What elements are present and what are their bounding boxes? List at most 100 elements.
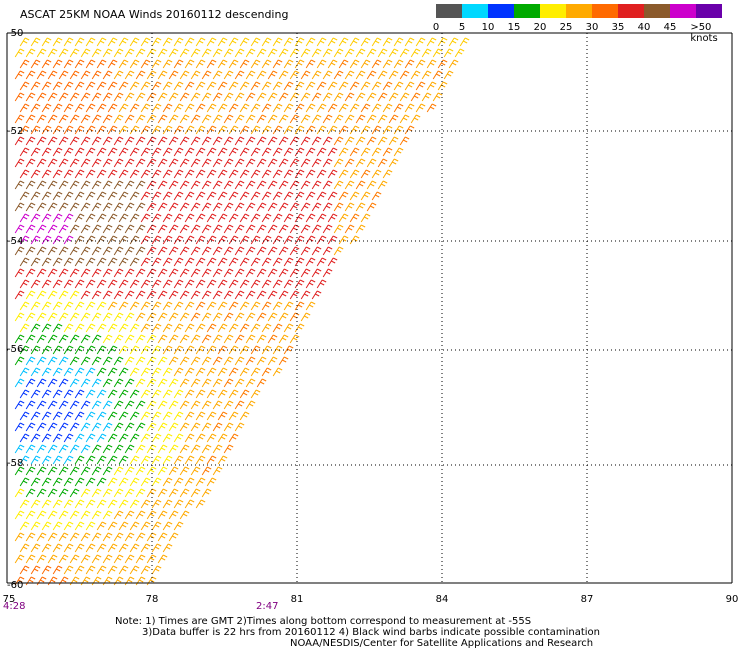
wind-barb xyxy=(52,521,63,531)
wind-barb xyxy=(30,433,41,443)
wind-barb xyxy=(184,81,195,91)
wind-barb xyxy=(278,180,289,190)
wind-barb xyxy=(250,367,261,377)
wind-barb xyxy=(179,466,190,476)
wind-barb xyxy=(443,70,454,80)
wind-barb xyxy=(102,356,113,366)
wind-barb xyxy=(289,158,300,168)
wind-barb xyxy=(25,378,36,388)
wind-barb xyxy=(162,169,173,179)
wind-barb xyxy=(91,554,102,564)
wind-barb xyxy=(140,565,151,575)
wind-barb xyxy=(223,224,234,234)
wind-barb xyxy=(135,444,146,454)
wind-barb xyxy=(25,180,36,190)
wind-barb xyxy=(47,70,58,80)
wind-barb xyxy=(36,48,47,58)
wind-barb xyxy=(30,543,41,553)
wind-barb xyxy=(256,334,267,344)
wind-barb xyxy=(245,48,256,58)
wind-barb xyxy=(30,125,41,135)
wind-barb xyxy=(80,356,91,366)
wind-barb xyxy=(206,235,217,245)
wind-barb xyxy=(129,235,140,245)
wind-barb xyxy=(404,103,415,113)
wind-barb xyxy=(14,576,25,586)
wind-barb xyxy=(228,389,239,399)
wind-barb xyxy=(305,169,316,179)
wind-barb xyxy=(96,279,107,289)
wind-barb xyxy=(146,246,157,256)
wind-barb xyxy=(129,257,140,267)
wind-barb xyxy=(272,59,283,69)
wind-barb xyxy=(52,169,63,179)
wind-barb xyxy=(234,290,245,300)
wind-barb xyxy=(124,246,135,256)
wind-barb xyxy=(212,92,223,102)
wind-barb xyxy=(162,455,173,465)
wind-barb xyxy=(157,532,168,542)
wind-barb xyxy=(113,268,124,278)
wind-barb xyxy=(217,323,228,333)
wind-barb xyxy=(157,422,168,432)
wind-barb xyxy=(102,422,113,432)
wind-barb xyxy=(14,312,25,322)
wind-barb xyxy=(272,169,283,179)
wind-barb xyxy=(217,213,228,223)
note-line-2: 3)Data buffer is 22 hrs from 20160112 4)… xyxy=(142,627,600,638)
wind-barb xyxy=(195,169,206,179)
wind-barb xyxy=(382,125,393,135)
wind-barb xyxy=(245,114,256,124)
wind-barb xyxy=(201,488,212,498)
wind-barb xyxy=(382,59,393,69)
wind-barb xyxy=(41,499,52,509)
wind-barb xyxy=(135,70,146,80)
wind-barb xyxy=(107,279,118,289)
wind-barb xyxy=(118,191,129,201)
wind-barb xyxy=(151,367,162,377)
wind-barb xyxy=(25,510,36,520)
wind-barb xyxy=(333,92,344,102)
wind-barb xyxy=(228,433,239,443)
wind-barb xyxy=(30,257,41,267)
wind-barb xyxy=(195,345,206,355)
wind-barb xyxy=(289,48,300,58)
wind-barb xyxy=(14,444,25,454)
wind-barb xyxy=(168,158,179,168)
wind-barb xyxy=(80,114,91,124)
wind-barb xyxy=(168,378,179,388)
wind-barb xyxy=(151,213,162,223)
wind-barb xyxy=(217,235,228,245)
wind-barb xyxy=(184,499,195,509)
wind-barb xyxy=(91,576,102,586)
wind-barb xyxy=(410,114,421,124)
wind-barb xyxy=(168,114,179,124)
wind-barb xyxy=(102,466,113,476)
wind-barb xyxy=(327,59,338,69)
wind-barb xyxy=(96,411,107,421)
wind-barb xyxy=(30,323,41,333)
wind-barb xyxy=(58,136,69,146)
wind-barb xyxy=(124,180,135,190)
wind-barb xyxy=(168,510,179,520)
wind-barb xyxy=(212,378,223,388)
wind-barb xyxy=(239,37,250,47)
wind-barb xyxy=(289,268,300,278)
wind-barb xyxy=(96,499,107,509)
wind-barb xyxy=(179,356,190,366)
wind-barb xyxy=(179,268,190,278)
wind-barb xyxy=(195,433,206,443)
wind-barb xyxy=(74,411,85,421)
wind-barb xyxy=(272,147,283,157)
wind-barb xyxy=(80,334,91,344)
wind-barb xyxy=(179,400,190,410)
wind-barb xyxy=(30,345,41,355)
wind-barb xyxy=(239,301,250,311)
wind-barb xyxy=(69,554,80,564)
wind-barb xyxy=(63,125,74,135)
wind-barb xyxy=(179,70,190,80)
wind-barb xyxy=(52,213,63,223)
wind-barb xyxy=(338,213,349,223)
wind-barb xyxy=(245,312,256,322)
wind-barb xyxy=(19,367,30,377)
